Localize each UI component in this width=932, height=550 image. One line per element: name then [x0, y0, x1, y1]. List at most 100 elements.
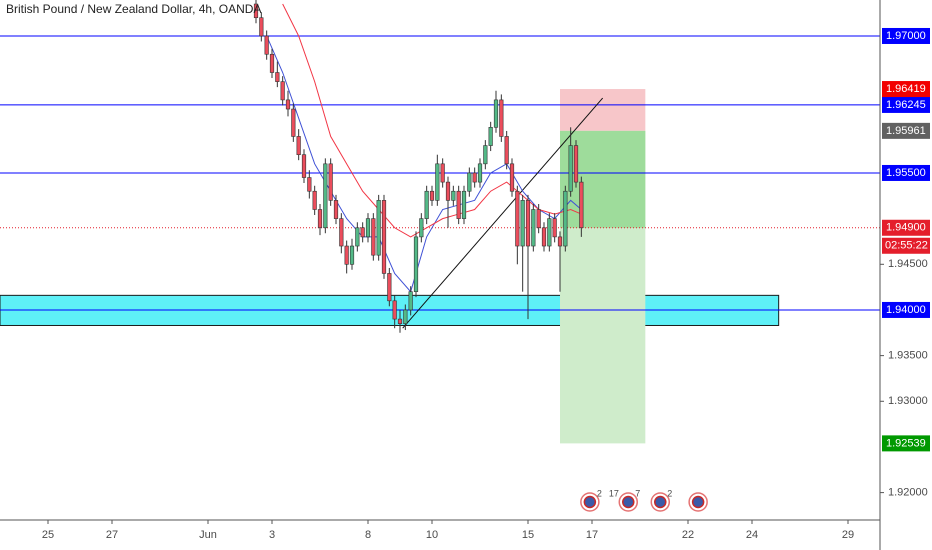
price-label-box	[882, 122, 930, 139]
x-tick-label: 29	[842, 529, 854, 541]
trendline	[402, 97, 604, 329]
candle-body	[280, 81, 285, 101]
candle-body	[483, 145, 488, 165]
candle-body	[488, 127, 493, 146]
candle-body	[456, 190, 461, 219]
candle-body	[419, 218, 424, 238]
candle-body	[403, 309, 408, 324]
y-tick-label: 1.94500	[888, 258, 928, 270]
y-tick-label: 1.92000	[888, 487, 928, 499]
candle-body	[253, 3, 259, 19]
candle-body	[339, 218, 344, 247]
x-tick-label: 8	[365, 529, 371, 541]
price-label-box	[882, 81, 930, 98]
candle-body	[525, 200, 531, 247]
candle-body	[296, 136, 301, 156]
candle-body	[579, 181, 584, 229]
price-label-box	[882, 164, 930, 181]
candle-body	[285, 99, 291, 110]
candle-body	[493, 99, 499, 128]
candle-body	[541, 227, 547, 247]
candle-body	[259, 17, 264, 37]
candle-body	[531, 209, 536, 247]
candle-body	[312, 190, 317, 210]
candle-body	[472, 172, 477, 183]
price-label-box	[882, 27, 930, 44]
candle-body	[429, 190, 435, 201]
countdown: 02:55:22	[885, 240, 928, 252]
candle-body	[291, 108, 296, 137]
candle-body	[515, 190, 520, 247]
moving-average	[282, 3, 582, 238]
candle-body	[568, 145, 573, 192]
price-label: 1.96419	[886, 83, 926, 95]
price-label-box	[882, 219, 930, 236]
candle-body	[269, 53, 275, 73]
candle-body	[573, 145, 579, 183]
candle-body	[504, 136, 509, 165]
candle-body	[445, 181, 451, 201]
price-label: 1.97000	[886, 30, 926, 42]
candle-body	[317, 209, 323, 229]
candle-body	[467, 172, 472, 192]
candle-body	[355, 227, 360, 247]
x-tick-label: Jun	[199, 529, 217, 541]
price-label: 1.96245	[886, 99, 926, 111]
candle-body	[301, 154, 307, 178]
candle-body	[563, 190, 568, 247]
candle-body	[547, 218, 552, 247]
candle-body	[307, 177, 312, 192]
x-tick-label: 27	[106, 529, 118, 541]
candle-body	[509, 163, 515, 192]
candle-body	[499, 99, 504, 137]
candle-body	[275, 72, 280, 82]
candle-body	[408, 291, 413, 311]
candle-body	[344, 245, 349, 265]
candle-body	[387, 273, 392, 302]
price-label: 1.94900	[886, 222, 926, 234]
x-tick-label: 24	[746, 529, 758, 541]
countdown-box	[882, 237, 930, 254]
x-tick-label: 22	[682, 529, 694, 541]
x-tick-label: 25	[42, 529, 54, 541]
event-flag	[691, 495, 705, 509]
candle-body	[557, 236, 563, 247]
candle-body	[413, 236, 419, 292]
candle-body	[381, 200, 387, 274]
candle-body	[365, 218, 371, 238]
x-tick-label: 15	[522, 529, 534, 541]
y-tick-label: 1.93500	[888, 350, 928, 362]
x-tick-label: 17	[586, 529, 598, 541]
candle-body	[477, 163, 483, 183]
candle-body	[349, 245, 355, 265]
candle-body	[451, 190, 456, 201]
chart-title: British Pound / New Zealand Dollar, 4h, …	[6, 2, 261, 16]
price-label: 1.94000	[886, 304, 926, 316]
candle-body	[333, 200, 339, 219]
x-tick-label: 10	[426, 529, 438, 541]
candle-body	[323, 163, 328, 229]
candle-body	[371, 218, 376, 256]
price-label-box	[882, 435, 930, 452]
event-flag	[654, 495, 667, 509]
price-label: 1.92539	[886, 437, 926, 449]
candle-body	[440, 163, 445, 183]
candle-body	[435, 163, 440, 201]
event-flag	[583, 495, 597, 509]
plot-area	[0, 0, 880, 444]
candle-body	[328, 163, 333, 201]
candle-body	[552, 218, 557, 238]
open-profit-zone	[560, 130, 646, 228]
candle-body	[424, 190, 429, 219]
candle-body	[264, 35, 269, 55]
candle-body	[376, 200, 381, 256]
y-tick-label: 1.93000	[888, 395, 928, 407]
event-flag	[622, 495, 635, 509]
candle-body	[536, 209, 541, 229]
candle-body	[397, 318, 403, 324]
event-count: 17	[609, 488, 619, 498]
candle-body	[520, 200, 525, 247]
event-count: 2	[667, 488, 672, 498]
